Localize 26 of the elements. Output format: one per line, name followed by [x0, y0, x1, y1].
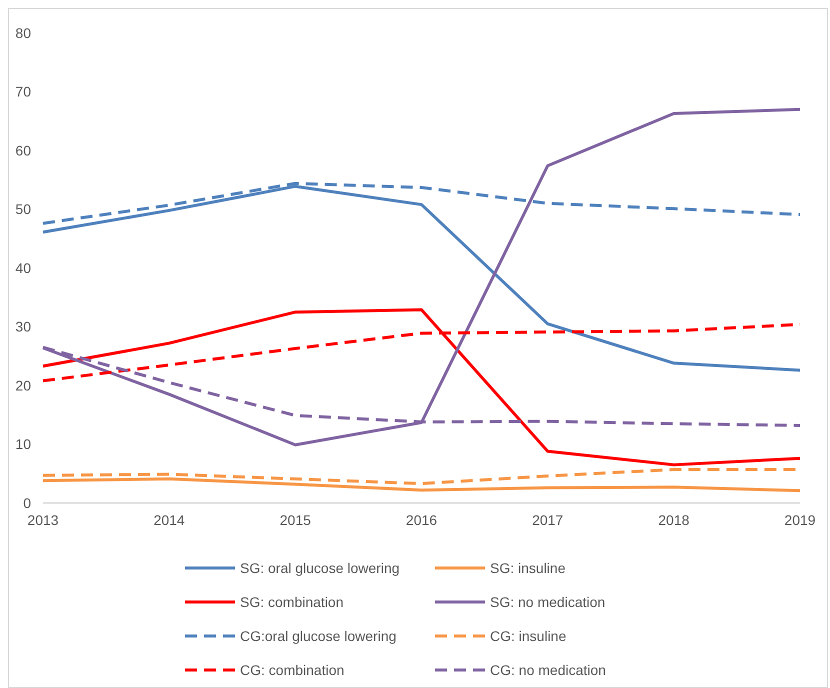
- x-tick-label: 2013: [27, 512, 59, 528]
- x-tick-label: 2019: [784, 512, 816, 528]
- y-tick-label: 70: [15, 84, 32, 100]
- y-tick-label: 40: [15, 260, 32, 276]
- y-tick-label: 80: [15, 24, 32, 41]
- x-tick-label: 2018: [658, 512, 690, 528]
- y-tick-label: 30: [15, 318, 32, 335]
- x-tick-label: 2014: [154, 512, 185, 528]
- x-tick-label: 2017: [532, 512, 564, 528]
- legend-label: CG: no medication: [490, 662, 606, 678]
- y-tick-label: 10: [15, 436, 32, 452]
- legend-label: SG: insuline: [490, 560, 566, 576]
- legend-label: CG: insuline: [490, 628, 566, 644]
- x-tick-label: 2016: [406, 512, 438, 528]
- legend-label: CG:oral glucose lowering: [240, 628, 396, 644]
- legend-label: SG: oral glucose lowering: [240, 560, 400, 576]
- legend-label: SG: combination: [240, 594, 344, 610]
- y-tick-label: 0: [23, 494, 32, 511]
- legend-label: SG: no medication: [490, 594, 606, 610]
- y-tick-label: 20: [15, 377, 32, 394]
- line-series: [42, 184, 802, 372]
- x-tick-label: 2015: [280, 512, 312, 528]
- y-tick-label: 60: [15, 142, 32, 158]
- legend-label: CG: combination: [240, 662, 344, 678]
- line-series: [42, 308, 802, 466]
- y-tick-label: 50: [15, 201, 32, 218]
